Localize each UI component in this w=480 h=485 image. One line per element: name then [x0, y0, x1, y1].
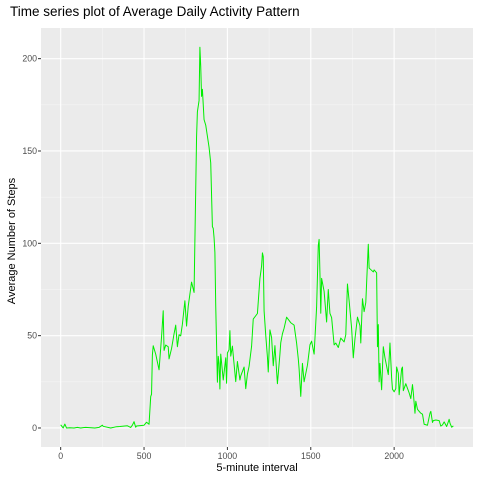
y-tick-label: 150: [22, 146, 37, 156]
y-tick-label: 0: [32, 423, 37, 433]
x-tick-label: 500: [137, 451, 152, 461]
y-axis-title: Average Number of Steps: [6, 177, 18, 304]
series-line: [60, 46, 454, 429]
x-tick-label: 2000: [384, 451, 404, 461]
x-tick-label: 1000: [218, 451, 238, 461]
chart-title: Time series plot of Average Daily Activi…: [10, 4, 300, 19]
y-axis: 0 50 100 150 200: [22, 54, 41, 433]
y-tick-label: 50: [27, 331, 37, 341]
x-axis-title: 5-minute interval: [216, 462, 297, 474]
x-axis: 0 500 1000 1500 2000: [58, 447, 404, 461]
y-tick-label: 200: [22, 54, 37, 64]
x-tick-label: 1500: [301, 451, 321, 461]
panel-background: [41, 28, 473, 447]
y-tick-label: 100: [22, 238, 37, 248]
plot-panel: [41, 28, 473, 447]
x-tick-label: 0: [58, 451, 63, 461]
